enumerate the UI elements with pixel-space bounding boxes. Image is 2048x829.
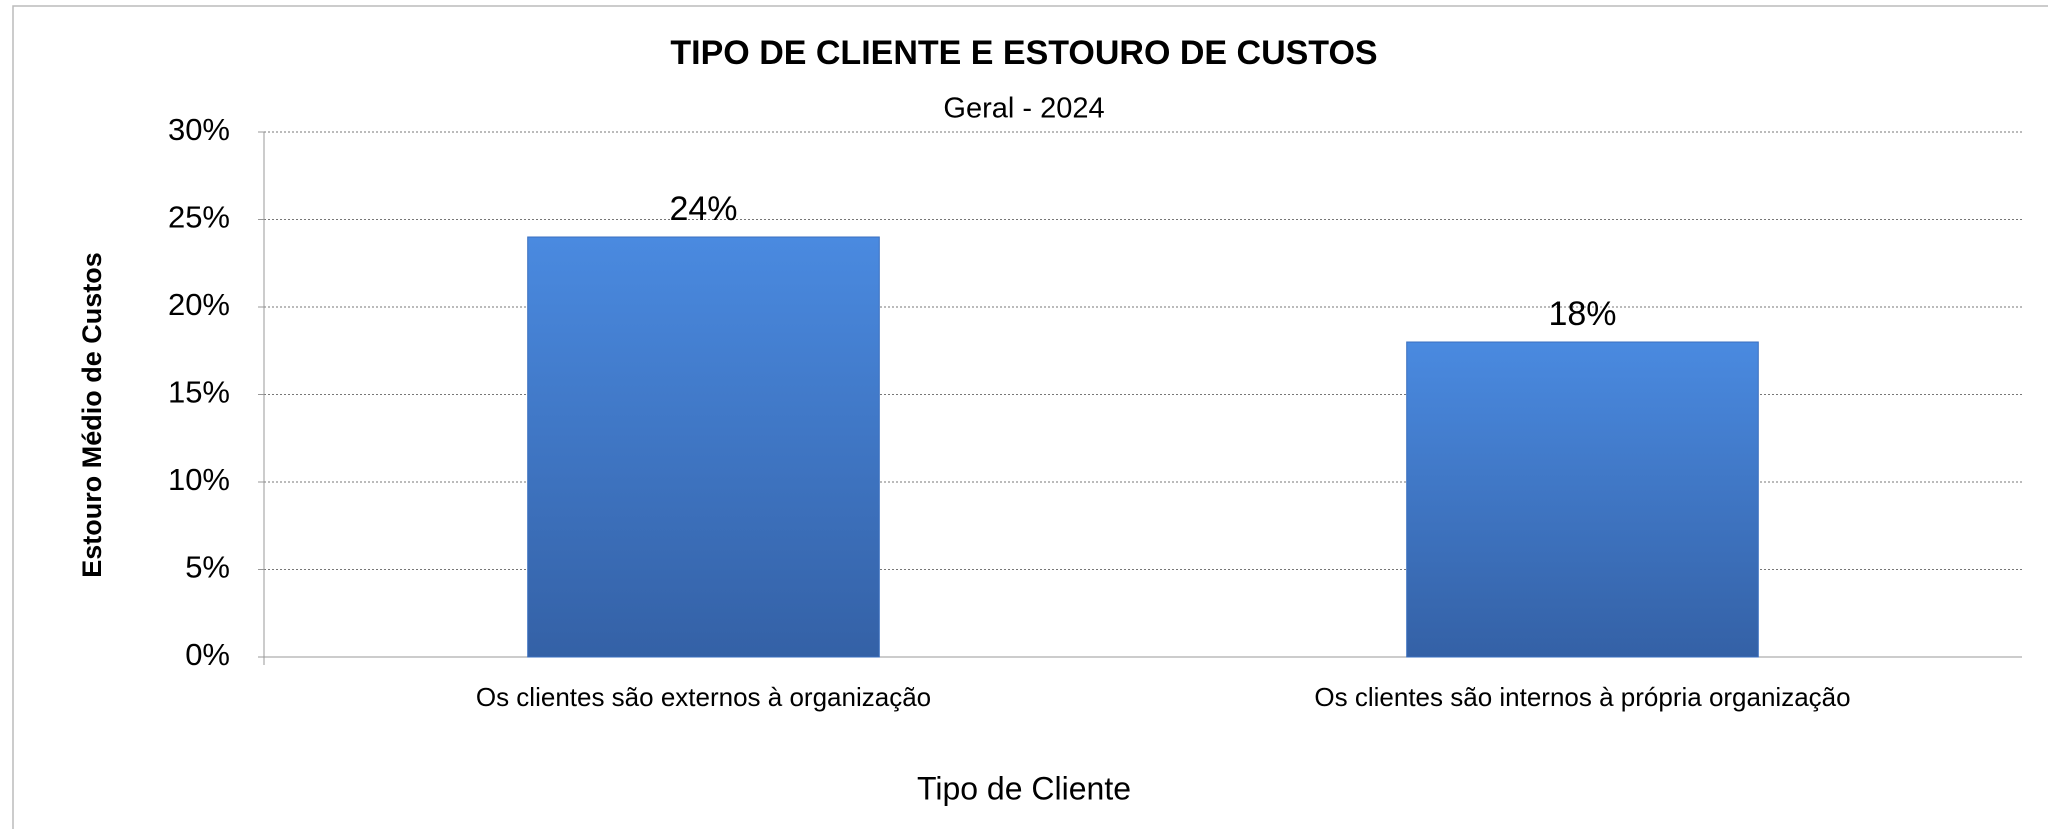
y-tick-label: 25% (168, 200, 230, 235)
chart-frame (12, 5, 2048, 829)
y-tick-label: 5% (185, 550, 230, 585)
bar (527, 236, 880, 658)
value-label: 18% (1548, 295, 1616, 333)
value-label: 24% (669, 190, 737, 228)
chart-title: TIPO DE CLIENTE E ESTOURO DE CUSTOS (670, 34, 1377, 72)
y-tick-label: 15% (168, 375, 230, 410)
y-axis-title: Estouro Médio de Custos (77, 252, 107, 578)
x-tick-label: Os clientes são externos à organização (476, 682, 931, 712)
x-tick-label: Os clientes são internos à própria organ… (1314, 682, 1850, 712)
bar (1406, 341, 1759, 658)
y-tick-label: 30% (168, 112, 230, 147)
y-tick-label: 0% (185, 637, 230, 672)
chart-subtitle: Geral - 2024 (943, 93, 1104, 125)
y-tick-label: 20% (168, 287, 230, 322)
x-axis-title: Tipo de Cliente (917, 770, 1131, 806)
y-tick-label: 10% (168, 462, 230, 497)
